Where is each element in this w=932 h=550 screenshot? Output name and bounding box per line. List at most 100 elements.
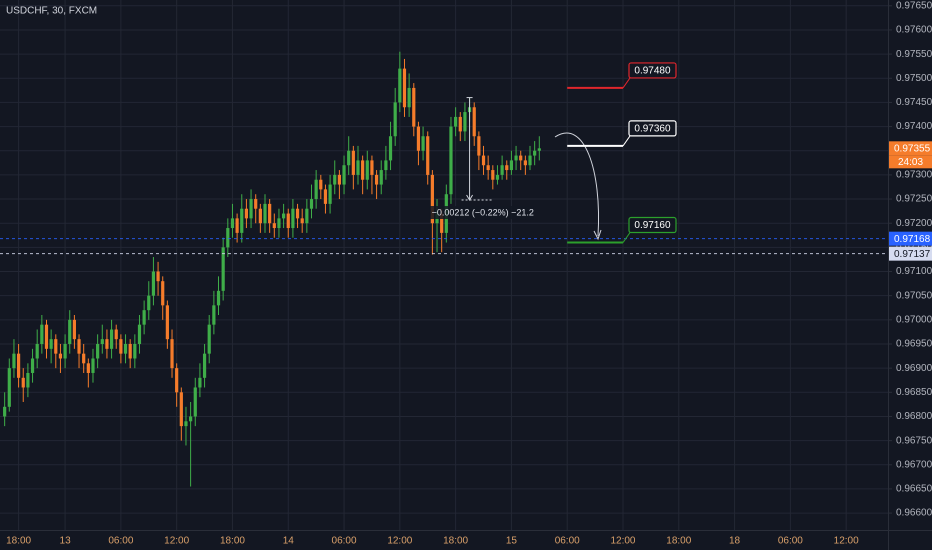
candle-body xyxy=(100,339,104,344)
candle-body xyxy=(263,203,267,224)
candle-body xyxy=(454,116,458,127)
price-label: 0.97168 xyxy=(894,234,931,245)
candle-body xyxy=(63,343,67,359)
candle-body xyxy=(44,324,49,349)
candle-body xyxy=(35,343,39,359)
x-tick-label: 15 xyxy=(506,536,518,547)
x-tick-label: 18:00 xyxy=(6,536,31,547)
candle-body xyxy=(426,136,430,175)
candle-body xyxy=(123,343,128,354)
candle-body xyxy=(30,358,35,373)
candle-body xyxy=(300,218,304,224)
candle-body xyxy=(105,339,109,349)
candle-body xyxy=(472,107,476,137)
candle-body xyxy=(509,160,514,171)
candle-body xyxy=(477,136,481,156)
candle-body xyxy=(114,329,118,340)
y-tick-label: 0.96750 xyxy=(896,435,932,446)
candle-body xyxy=(533,150,537,156)
candle-body xyxy=(402,68,407,108)
candle-body xyxy=(40,324,44,344)
candle-body xyxy=(235,218,239,233)
candle-body xyxy=(161,281,165,306)
candle-body xyxy=(379,170,383,185)
candle-body xyxy=(7,368,11,407)
y-tick-label: 0.96700 xyxy=(896,459,932,470)
candle-body xyxy=(384,160,388,171)
y-tick-label: 0.97300 xyxy=(896,170,932,181)
candle-body xyxy=(347,150,351,166)
y-tick-label: 0.96800 xyxy=(896,411,932,422)
candle-body xyxy=(514,155,518,161)
y-tick-label: 0.96850 xyxy=(896,387,932,398)
x-tick-label: 13 xyxy=(60,536,72,547)
candle-body xyxy=(244,208,249,219)
candle-body xyxy=(198,377,202,388)
candle-body xyxy=(193,387,197,417)
y-tick-label: 0.97400 xyxy=(896,121,932,132)
price-label: 0.97355 xyxy=(894,143,931,154)
candle-body xyxy=(416,126,421,151)
candle-body xyxy=(500,165,504,175)
candle-body xyxy=(295,208,300,219)
candle-body xyxy=(333,174,337,185)
level-label-box xyxy=(628,216,677,234)
candle-body xyxy=(505,165,509,171)
candle-body xyxy=(109,329,114,349)
candle-body xyxy=(519,155,523,161)
x-tick-label: 12:00 xyxy=(610,536,635,547)
candle-body xyxy=(495,174,500,180)
candle-body xyxy=(147,295,151,311)
candle-body xyxy=(179,392,183,427)
x-tick-label: 12:00 xyxy=(387,536,412,547)
candle-body xyxy=(291,208,295,229)
candle-body xyxy=(374,174,379,185)
candle-body xyxy=(156,271,160,282)
candle-body xyxy=(440,213,444,233)
y-tick-label: 0.96900 xyxy=(896,363,932,374)
x-tick-label: 18:00 xyxy=(666,536,691,547)
candle-body xyxy=(277,218,281,229)
candle-body xyxy=(356,160,360,175)
candle-body xyxy=(207,324,211,354)
y-tick-label: 0.97450 xyxy=(896,97,932,108)
level-connector xyxy=(622,232,631,243)
candle-body xyxy=(86,363,90,373)
symbol-title: USDCHF, 30, FXCM xyxy=(6,6,97,17)
candle-body xyxy=(323,189,328,204)
candle-body xyxy=(528,155,532,166)
candle-body xyxy=(119,339,123,354)
x-tick-label: 18:00 xyxy=(443,536,468,547)
candle-body xyxy=(16,353,21,378)
candle-body xyxy=(133,343,137,359)
candle-body xyxy=(272,223,276,229)
candle-body xyxy=(319,179,323,190)
candle-body xyxy=(537,148,541,151)
candle-body xyxy=(430,174,434,224)
candle-body xyxy=(305,208,309,224)
candle-body xyxy=(58,353,63,359)
x-tick-label: 14 xyxy=(283,536,295,547)
x-tick-label: 18:00 xyxy=(220,536,245,547)
candle-body xyxy=(175,368,179,393)
candle-body xyxy=(68,319,72,344)
y-tick-label: 0.97600 xyxy=(896,25,932,36)
level-connector xyxy=(622,77,631,89)
y-tick-label: 0.96950 xyxy=(896,339,932,350)
candle-body xyxy=(170,339,174,369)
candle-body xyxy=(337,174,341,185)
candle-body xyxy=(128,343,132,359)
level-label: 0.97360 xyxy=(634,124,671,135)
candle-body xyxy=(407,87,411,108)
measure-label: −0.00212 (−0.22%) −21.2 xyxy=(432,207,534,217)
level-label: 0.97160 xyxy=(634,220,671,231)
measure-label-box xyxy=(429,206,534,220)
price-label-box xyxy=(889,246,932,261)
candle-body xyxy=(72,319,76,340)
level-label-box xyxy=(628,120,677,137)
candle-body xyxy=(286,213,290,229)
candle-body xyxy=(91,358,95,373)
candle-body xyxy=(258,208,262,224)
candle-body xyxy=(328,184,332,204)
